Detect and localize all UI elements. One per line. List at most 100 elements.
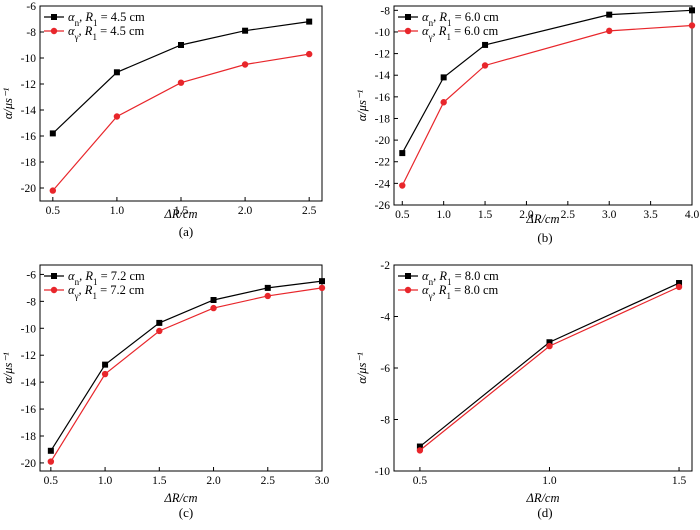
data-point-square <box>178 42 184 48</box>
data-point-square <box>113 69 120 76</box>
x-axis-label: ΔR/cm <box>163 491 197 505</box>
series-line-alpha-n <box>50 280 323 452</box>
y-tick-label: -16 <box>375 92 391 104</box>
series-line-alpha-gamma <box>401 24 693 186</box>
x-tick-label: 1.0 <box>98 475 113 487</box>
x-tick-label: 0.5 <box>46 205 61 217</box>
y-tick-label: -8 <box>380 5 390 17</box>
series-line-alpha-gamma <box>50 287 323 462</box>
data-point-square <box>242 27 249 34</box>
data-point-square <box>546 339 553 346</box>
panel-caption: (d) <box>537 505 552 520</box>
x-tick-label: 0.5 <box>413 475 428 487</box>
chart-panel-d: 0.5 1.0 1.5 -10 -8 -6 -4 -2 ΔR/cm α/μs⁻¹ (d) αn, R1… <box>355 260 693 520</box>
x-tick-label: 3.0 <box>315 475 330 487</box>
panel-caption: (b) <box>537 230 552 245</box>
legend-marker-square <box>51 273 57 279</box>
y-tick-label: -8 <box>26 296 36 308</box>
legend-item: αγ, R1 = 8.0 cm <box>398 283 499 301</box>
data-point-square <box>440 74 447 81</box>
legend-item: αn, R1 = 8.0 cm <box>398 269 499 287</box>
y-tick-label: -6 <box>26 269 36 281</box>
plot-frame <box>393 5 693 206</box>
legend-item: αγ, R1 = 4.5 cm <box>44 24 145 42</box>
y-tick-label: -2 <box>380 260 390 272</box>
chart-panel-c: 0.5 1.0 1.5 2.0 2.5 3.0 -20 -18 -16 -14 -12 -10 -8 -6… <box>1 264 330 520</box>
legend-marker-square <box>405 273 411 279</box>
data-point-circle <box>156 327 163 335</box>
legend-marker-circle <box>404 27 412 35</box>
series-line-alpha-gamma <box>52 53 310 191</box>
data-point-square <box>47 447 54 454</box>
y-axis-label: α/μs⁻¹ <box>355 89 369 121</box>
y-tick-label: -10 <box>375 27 391 39</box>
data-point-square <box>416 443 423 450</box>
data-point-circle <box>47 458 55 465</box>
legend-label: αγ, R1 = 4.5 cm <box>68 24 145 42</box>
data-point-circle <box>481 62 489 69</box>
y-tick-label: -14 <box>21 105 37 117</box>
chart-panel-b: 0.5 1.0 1.5 2.0 2.5 3.0 3.5 4.0 -26 -24 -22 -20 -18 -… <box>355 5 699 245</box>
x-axis-label: ΔR/cm <box>163 207 197 221</box>
data-point-square <box>689 7 695 14</box>
x-tick-label: 1.5 <box>672 475 687 487</box>
y-tick-label: -12 <box>21 350 37 362</box>
x-tick-label: 3.0 <box>602 209 617 221</box>
x-tick-label: 0.5 <box>395 209 410 221</box>
data-point-square <box>606 11 613 18</box>
y-tick-label: -22 <box>375 157 391 169</box>
x-tick-label: 3.5 <box>643 209 658 221</box>
y-tick-label: -16 <box>21 131 37 143</box>
legend-marker-circle <box>50 27 58 35</box>
y-tick-label: -10 <box>375 466 391 478</box>
data-point-circle <box>241 61 249 68</box>
x-tick-label: 2.0 <box>206 475 221 487</box>
x-axis-label: ΔR/cm <box>525 212 559 226</box>
x-tick-label: 1.0 <box>436 209 451 221</box>
legend-item: αγ, R1 = 6.0 cm <box>398 24 499 42</box>
legend-marker-circle <box>404 286 412 294</box>
legend-marker-square <box>51 14 57 20</box>
y-tick-label: -12 <box>375 49 391 61</box>
series-line-alpha-n <box>52 21 310 134</box>
data-point-square <box>306 18 313 25</box>
legend-label: αn, R1 = 6.0 cm <box>422 10 499 28</box>
x-tick-label: 2.5 <box>261 475 276 487</box>
legend-label: αγ, R1 = 7.2 cm <box>68 283 145 301</box>
y-tick-label: -20 <box>21 183 37 195</box>
data-point-circle <box>440 99 447 106</box>
y-tick-label: -4 <box>380 312 390 324</box>
data-point-circle <box>305 50 313 58</box>
y-tick-label: -16 <box>21 404 37 416</box>
y-axis-label: α/μs⁻¹ <box>355 352 369 384</box>
legend-label: αn, R1 = 8.0 cm <box>422 269 499 287</box>
y-tick-label: -6 <box>26 1 36 13</box>
data-point-square <box>676 280 683 287</box>
data-point-square <box>319 278 325 285</box>
data-point-square <box>49 130 56 137</box>
y-tick-label: -6 <box>380 363 390 375</box>
legend-marker-circle <box>50 286 58 294</box>
y-tick-label: -8 <box>380 415 390 427</box>
legend-marker-square <box>405 14 411 20</box>
data-point-circle <box>675 283 683 291</box>
y-tick-label: -8 <box>26 27 36 39</box>
data-point-circle <box>399 182 406 189</box>
y-tick-label: -18 <box>21 431 37 443</box>
x-tick-label: 2.0 <box>238 205 253 217</box>
legend-label: αn, R1 = 4.5 cm <box>68 10 145 28</box>
y-axis-label: α/μs⁻¹ <box>1 87 15 119</box>
legend-item: αn, R1 = 4.5 cm <box>44 10 145 28</box>
data-point-circle <box>606 27 613 35</box>
y-tick-label: -24 <box>375 178 391 190</box>
x-axis-label: ΔR/cm <box>525 491 559 505</box>
y-tick-label: -10 <box>21 323 37 335</box>
series-line-alpha-gamma <box>419 286 680 451</box>
legend-item: αγ, R1 = 7.2 cm <box>44 283 145 301</box>
y-tick-label: -18 <box>375 113 391 125</box>
data-point-circle <box>49 187 57 194</box>
y-tick-label: -14 <box>21 377 37 389</box>
y-tick-label: -14 <box>375 70 391 82</box>
data-point-circle <box>264 292 271 300</box>
y-tick-label: -20 <box>21 458 37 470</box>
